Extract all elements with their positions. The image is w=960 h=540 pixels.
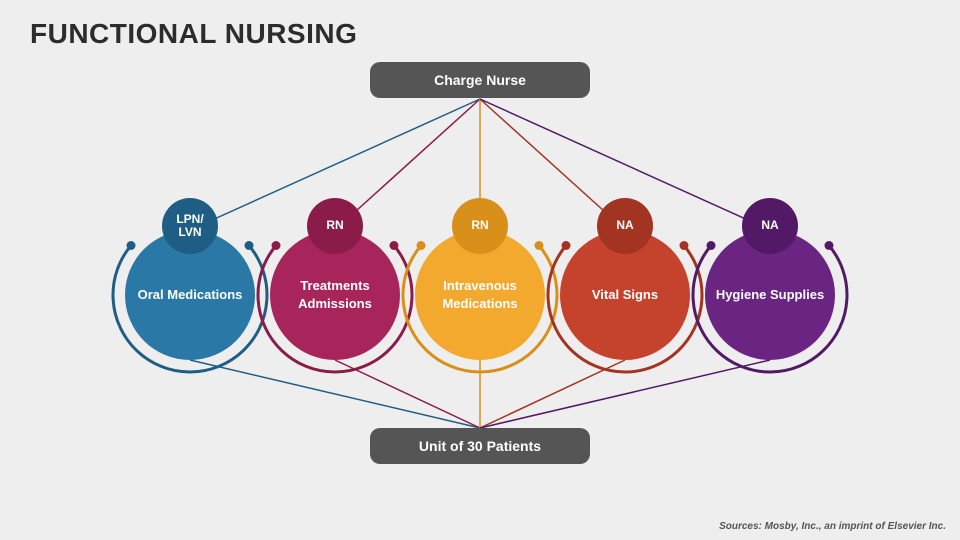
role-label: LPN/ LVN: [176, 213, 203, 239]
role-badge: RN: [307, 198, 363, 254]
role-label: RN: [326, 219, 343, 232]
role-badge: NA: [742, 198, 798, 254]
role-badge: RN: [452, 198, 508, 254]
role-label: RN: [471, 219, 488, 232]
task-label: Vital Signs: [592, 286, 658, 304]
charge-nurse-label: Charge Nurse: [434, 72, 526, 88]
source-citation: Sources: Mosby, Inc., an imprint of Else…: [719, 521, 946, 532]
role-badge: LPN/ LVN: [162, 198, 218, 254]
task-label: Intravenous Medications: [425, 277, 535, 312]
task-label: Treatments Admissions: [280, 277, 390, 312]
role-label: NA: [616, 219, 633, 232]
charge-nurse-box: Charge Nurse: [370, 62, 590, 98]
role-label: NA: [761, 219, 778, 232]
patients-unit-box: Unit of 30 Patients: [370, 428, 590, 464]
page-title: FUNCTIONAL NURSING: [30, 18, 357, 50]
role-badge: NA: [597, 198, 653, 254]
task-label: Oral Medications: [138, 286, 243, 304]
task-label: Hygiene Supplies: [716, 286, 824, 304]
patients-unit-label: Unit of 30 Patients: [419, 438, 541, 454]
